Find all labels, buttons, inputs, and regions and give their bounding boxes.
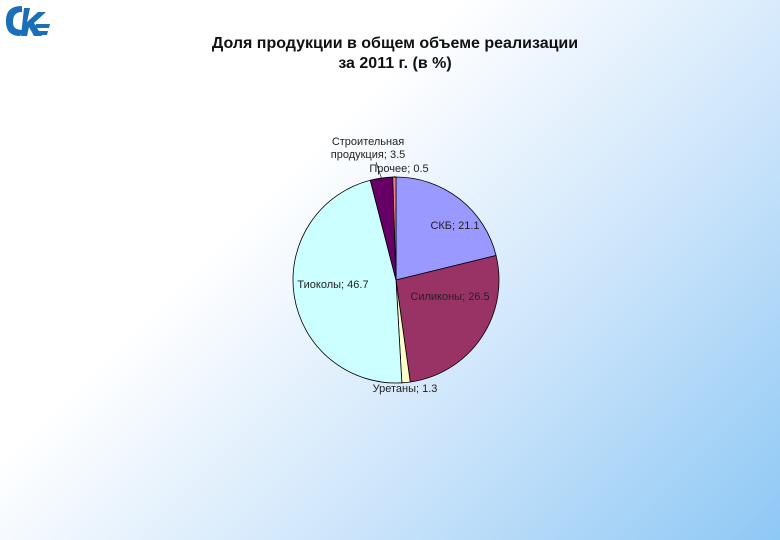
chart-title: за 2011 г. (в %): [338, 55, 451, 72]
data-label: Силиконы; 26.5: [410, 291, 489, 303]
data-label: Строительная продукция; 3.5: [331, 136, 406, 161]
data-label: Тиоколы; 46.7: [297, 279, 368, 291]
pie-slice: [395, 255, 500, 383]
leader-line: [394, 175, 396, 178]
pie-slice: [395, 176, 497, 281]
data-label: Уретаны; 1.3: [373, 383, 438, 395]
data-label: СКБ; 21.1: [430, 220, 479, 232]
data-label: Прочее; 0.5: [369, 163, 428, 175]
leader-line: [375, 161, 382, 179]
pie-slice: [292, 179, 403, 384]
logo: [6, 6, 50, 36]
chart-title: Доля продукции в общем объеме реализации: [212, 35, 578, 52]
